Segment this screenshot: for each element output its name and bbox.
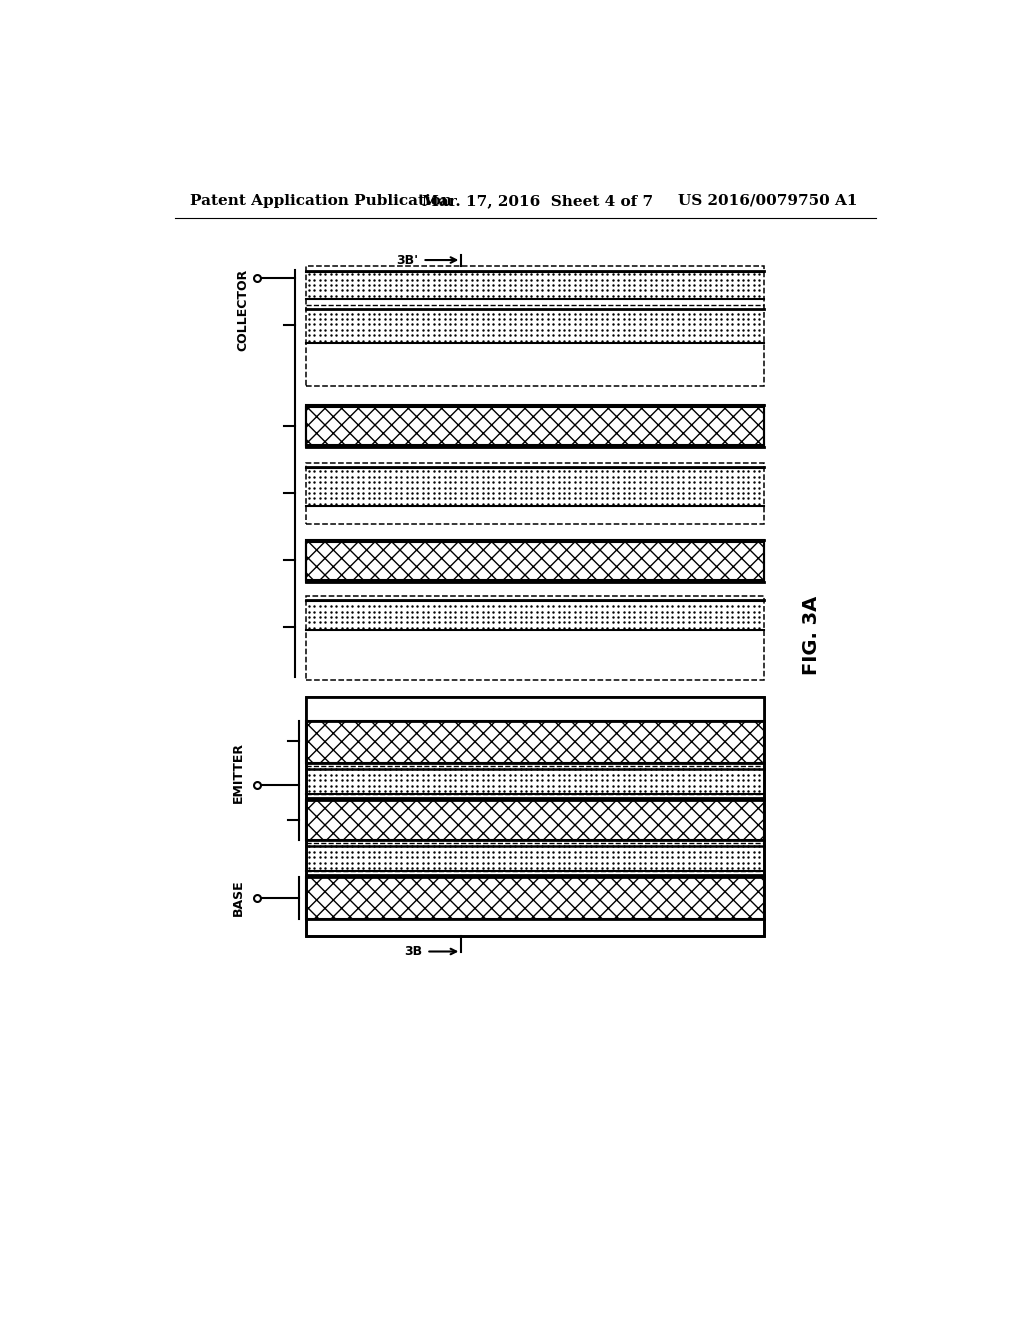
Text: Patent Application Publication: Patent Application Publication — [190, 194, 452, 207]
Bar — [306, 800, 764, 840]
Bar — [306, 540, 764, 582]
Bar — [306, 697, 764, 721]
Text: 3B': 3B' — [396, 253, 419, 267]
Bar — [306, 407, 764, 445]
Bar — [306, 721, 764, 763]
Text: FIG. 3A: FIG. 3A — [802, 597, 821, 676]
Bar — [306, 462, 764, 524]
Bar — [306, 405, 764, 447]
Text: EMITTER: EMITTER — [232, 742, 246, 804]
Text: US 2016/0079750 A1: US 2016/0079750 A1 — [678, 194, 858, 207]
Text: COLLECTOR: COLLECTOR — [237, 269, 249, 351]
Bar — [306, 697, 764, 936]
Bar — [306, 697, 764, 936]
Text: 3B: 3B — [404, 945, 423, 958]
Text: Mar. 17, 2016  Sheet 4 of 7: Mar. 17, 2016 Sheet 4 of 7 — [423, 194, 653, 207]
Text: BASE: BASE — [232, 879, 246, 916]
Bar — [306, 876, 764, 919]
Bar — [306, 595, 764, 681]
Bar — [306, 267, 764, 385]
Bar — [306, 543, 764, 579]
